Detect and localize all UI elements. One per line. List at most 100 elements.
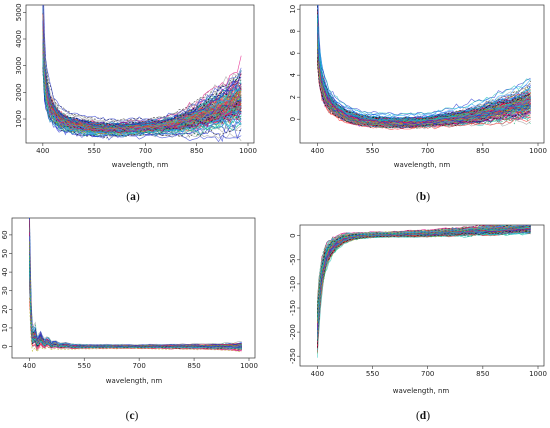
series-line: [29, 220, 242, 347]
series-line: [42, 61, 242, 138]
series-line: [317, 226, 531, 333]
x-tick-label: 400: [36, 147, 49, 155]
series-line: [29, 249, 242, 347]
series-line: [29, 266, 242, 349]
series-line: [317, 227, 531, 330]
series-line: [29, 218, 242, 347]
series-line: [317, 228, 531, 323]
series-line: [317, 227, 531, 339]
series-line: [29, 255, 242, 350]
series-line: [29, 251, 242, 348]
series-line: [317, 230, 531, 358]
series-line: [29, 243, 242, 348]
series-line: [29, 240, 242, 348]
panel-b: 400 550 700 850 1000 0 2 4 6 8 10 wavelength, nm (…: [289, 4, 547, 203]
series-line: [29, 231, 242, 349]
x-tick-label: 400: [311, 147, 324, 155]
series-line: [317, 44, 531, 128]
panel-a-xlabel: wavelength, nm: [112, 161, 169, 169]
series-line: [29, 250, 242, 351]
series-line: [317, 228, 531, 337]
series-line: [317, 226, 531, 326]
series-line: [317, 227, 531, 332]
series-line: [29, 240, 242, 347]
x-tick-label: 850: [476, 370, 489, 378]
series-line: [29, 248, 242, 348]
series-line: [29, 237, 242, 348]
series-line: [29, 232, 242, 348]
series-line: [317, 230, 531, 343]
panel-b-frame: [299, 4, 545, 144]
series-line: [317, 231, 531, 337]
series-line: [29, 242, 242, 347]
series-line: [317, 227, 531, 330]
series-line: [29, 249, 242, 348]
series-line: [317, 226, 531, 330]
series-line: [317, 230, 531, 352]
series-line: [29, 242, 242, 348]
series-group: [42, 5, 242, 143]
series-line: [29, 218, 242, 346]
x-tick-label: 850: [190, 147, 203, 155]
series-line: [29, 218, 242, 347]
series-line: [317, 228, 531, 340]
series-line: [317, 32, 531, 124]
series-line: [29, 243, 242, 348]
series-line: [29, 240, 242, 348]
x-tick-label: 700: [421, 370, 434, 378]
series-line: [317, 225, 531, 338]
panel-a-plot: 400 550 700 850 1000 1000 2000 3000 4000 5000: [15, 3, 257, 155]
series-line: [317, 226, 531, 342]
series-line: [29, 261, 242, 348]
y-tick-label: 2000: [15, 83, 23, 101]
series-line: [29, 254, 242, 348]
y-tick-label: -250: [289, 348, 297, 364]
series-line: [42, 29, 242, 131]
series-line: [29, 242, 242, 349]
series-line: [29, 243, 242, 348]
series-line: [29, 246, 242, 348]
series-line: [29, 233, 242, 347]
series-line: [29, 239, 242, 347]
series-line: [317, 230, 531, 341]
x-tick-label: 1000: [239, 147, 257, 155]
series-line: [29, 252, 242, 350]
series-line: [29, 247, 242, 348]
panel-c-frame: [11, 217, 256, 359]
series-line: [29, 254, 242, 349]
series-line: [317, 225, 531, 349]
series-line: [29, 252, 242, 348]
y-tick-label: 40: [1, 268, 9, 277]
series-line: [29, 246, 242, 351]
series-line: [29, 262, 242, 348]
series-line: [29, 266, 242, 349]
series-line: [317, 232, 531, 351]
series-line: [317, 228, 531, 345]
series-line: [317, 230, 531, 351]
series-line: [317, 225, 531, 340]
x-tick-label: 550: [366, 370, 379, 378]
series-line: [29, 262, 242, 349]
series-line: [317, 225, 531, 347]
series-line: [29, 230, 242, 347]
series-line: [317, 228, 531, 339]
series-line: [29, 271, 242, 349]
series-line: [42, 5, 242, 123]
series-line: [317, 232, 531, 343]
series-line: [29, 232, 242, 348]
series-line: [29, 275, 242, 349]
series-line: [317, 229, 531, 348]
series-line: [317, 227, 531, 324]
series-line: [29, 261, 242, 348]
series-line: [317, 227, 531, 335]
series-line: [317, 225, 531, 341]
series-line: [29, 239, 242, 348]
series-line: [29, 242, 242, 349]
series-line: [29, 228, 242, 347]
series-line: [317, 230, 531, 347]
series-line: [317, 231, 531, 352]
x-tick-label: 850: [476, 147, 489, 155]
series-line: [29, 240, 242, 347]
series-line: [29, 225, 242, 347]
series-line: [29, 276, 242, 350]
